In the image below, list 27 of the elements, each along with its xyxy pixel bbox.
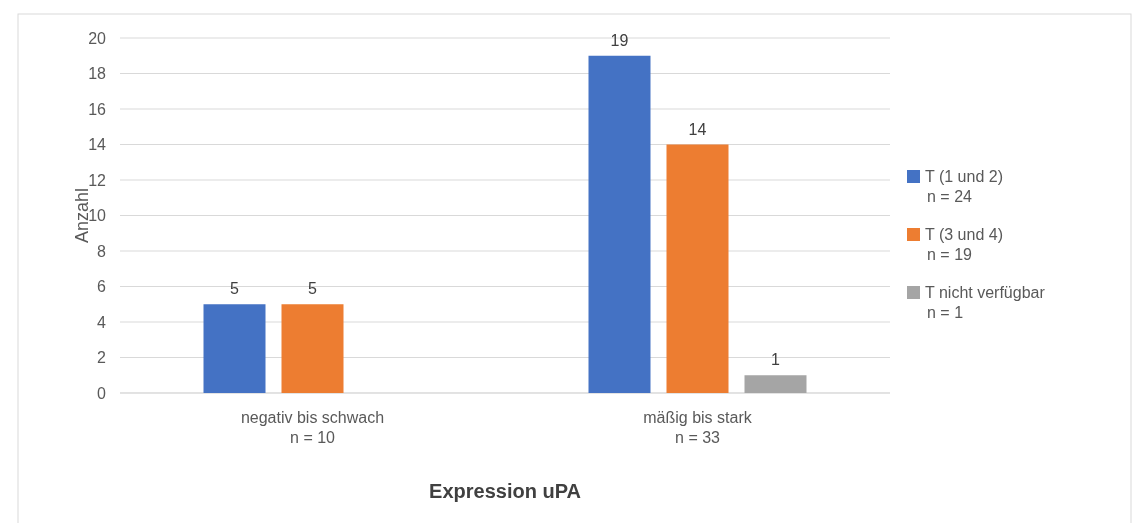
data-label: 5: [230, 280, 240, 298]
y-tick-label: 18: [88, 65, 107, 83]
legend-label: T (3 und 4) n = 19: [925, 226, 1003, 263]
y-tick-label: 16: [88, 100, 107, 118]
legend-label: T (1 und 2) n = 24: [925, 168, 1003, 205]
bar: [281, 304, 344, 393]
y-tick-label: 20: [88, 29, 107, 47]
data-label: 1: [771, 351, 781, 369]
x-tick-label: negativ bis schwach n = 10: [240, 409, 385, 446]
data-label: 5: [308, 280, 318, 298]
bar: [588, 55, 651, 393]
legend-label: T nicht verfügbar n = 1: [925, 284, 1046, 321]
y-tick-label: 4: [97, 313, 107, 331]
y-tick-label: 10: [88, 207, 107, 225]
bar: [203, 304, 266, 393]
y-tick-label: 6: [97, 278, 107, 296]
data-label: 14: [688, 120, 707, 138]
y-tick-label: 2: [97, 349, 107, 367]
y-tick-label: 12: [88, 171, 107, 189]
y-tick-label: 8: [97, 242, 107, 260]
data-label: 19: [610, 31, 629, 49]
x-axis-title: Expression uPA: [429, 480, 581, 502]
bar: [666, 144, 729, 393]
y-tick-label: 0: [97, 384, 107, 402]
bar: [744, 375, 807, 393]
y-tick-label: 14: [88, 136, 107, 154]
x-tick-label: mäßig bis stark n = 33: [643, 409, 753, 446]
